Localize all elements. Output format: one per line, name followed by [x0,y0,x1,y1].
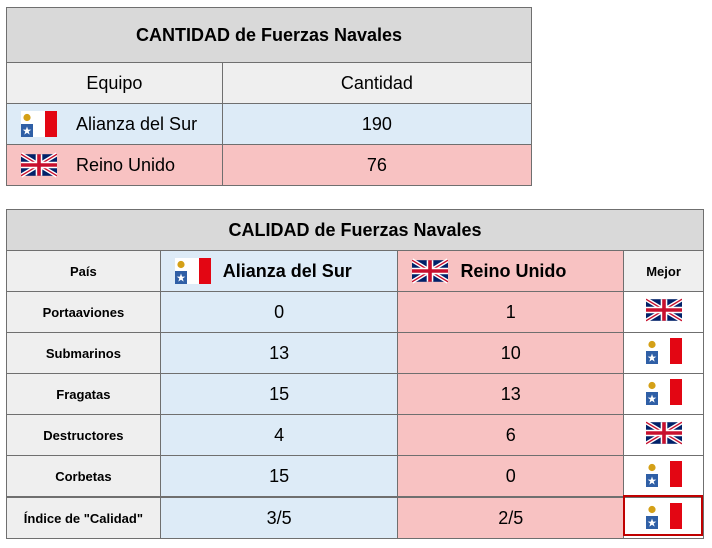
uk-value: 13 [397,373,625,415]
category-label: Destructores [6,414,161,456]
uk-flag-icon [645,296,682,323]
best-cell [623,414,704,456]
alliance-value: 4 [159,414,399,456]
table-row: Fragatas 15 13 [6,373,704,415]
team-count: 190 [221,103,533,145]
quality-table-title: CALIDAD de Fuerzas Navales [6,209,704,251]
table-row: Portaaviones 0 1 [6,291,704,333]
table-row: Destructores 4 6 [6,414,704,456]
table-row: Corbetas 15 0 [6,455,704,498]
uk-value: 6 [397,414,625,456]
table-row: Submarinos 13 10 [6,332,704,374]
uk-flag-icon [412,258,449,284]
header-uk: Reino Unido [397,250,625,292]
uk-value: 1 [397,291,625,333]
header-pais: País [6,250,161,292]
uk-value: 10 [397,332,625,374]
header-mejor: Mejor [623,250,704,292]
uk-flag-icon [645,419,682,446]
uk-value: 2/5 [397,496,625,539]
team-name: Alianza del Sur [76,113,198,134]
table-row: Reino Unido 76 [6,144,533,186]
alliance-value: 15 [159,373,399,415]
category-label: Fragatas [6,373,161,415]
team-name: Reino Unido [76,154,176,175]
alliance-value: 13 [159,332,399,374]
alliance-flag-icon [645,378,682,405]
uk-flag-icon [21,152,57,178]
alliance-flag-icon [174,258,211,284]
best-cell [623,373,704,415]
header-alliance: Alianza del Sur [159,250,399,292]
alliance-value: 3/5 [159,496,399,539]
header-cantidad: Cantidad [221,62,533,104]
best-cell [623,332,704,374]
header-uk-label: Reino Unido [460,260,567,281]
best-cell [623,455,704,498]
quantity-table: CANTIDAD de Fuerzas Navales Equipo Canti… [6,7,533,186]
category-label: Submarinos [6,332,161,374]
alliance-flag-icon [645,502,682,529]
category-label: Portaaviones [6,291,161,333]
category-label: Corbetas [6,455,161,498]
alliance-flag-icon [645,460,682,487]
alliance-value: 0 [159,291,399,333]
quality-table: CALIDAD de Fuerzas Navales País Alianza … [6,209,704,539]
category-label: Índice de "Calidad" [6,496,161,539]
header-alliance-label: Alianza del Sur [222,260,352,281]
table-row: Alianza del Sur 190 [6,103,533,145]
header-equipo: Equipo [6,62,223,104]
alliance-flag-icon [21,111,57,137]
best-cell [623,291,704,333]
uk-value: 0 [397,455,625,498]
table-row: Índice de "Calidad" 3/5 2/5 [6,496,704,539]
team-count: 76 [221,144,533,186]
quantity-table-title: CANTIDAD de Fuerzas Navales [6,7,532,63]
alliance-value: 15 [159,455,399,498]
best-cell [623,496,704,539]
alliance-flag-icon [645,337,682,364]
